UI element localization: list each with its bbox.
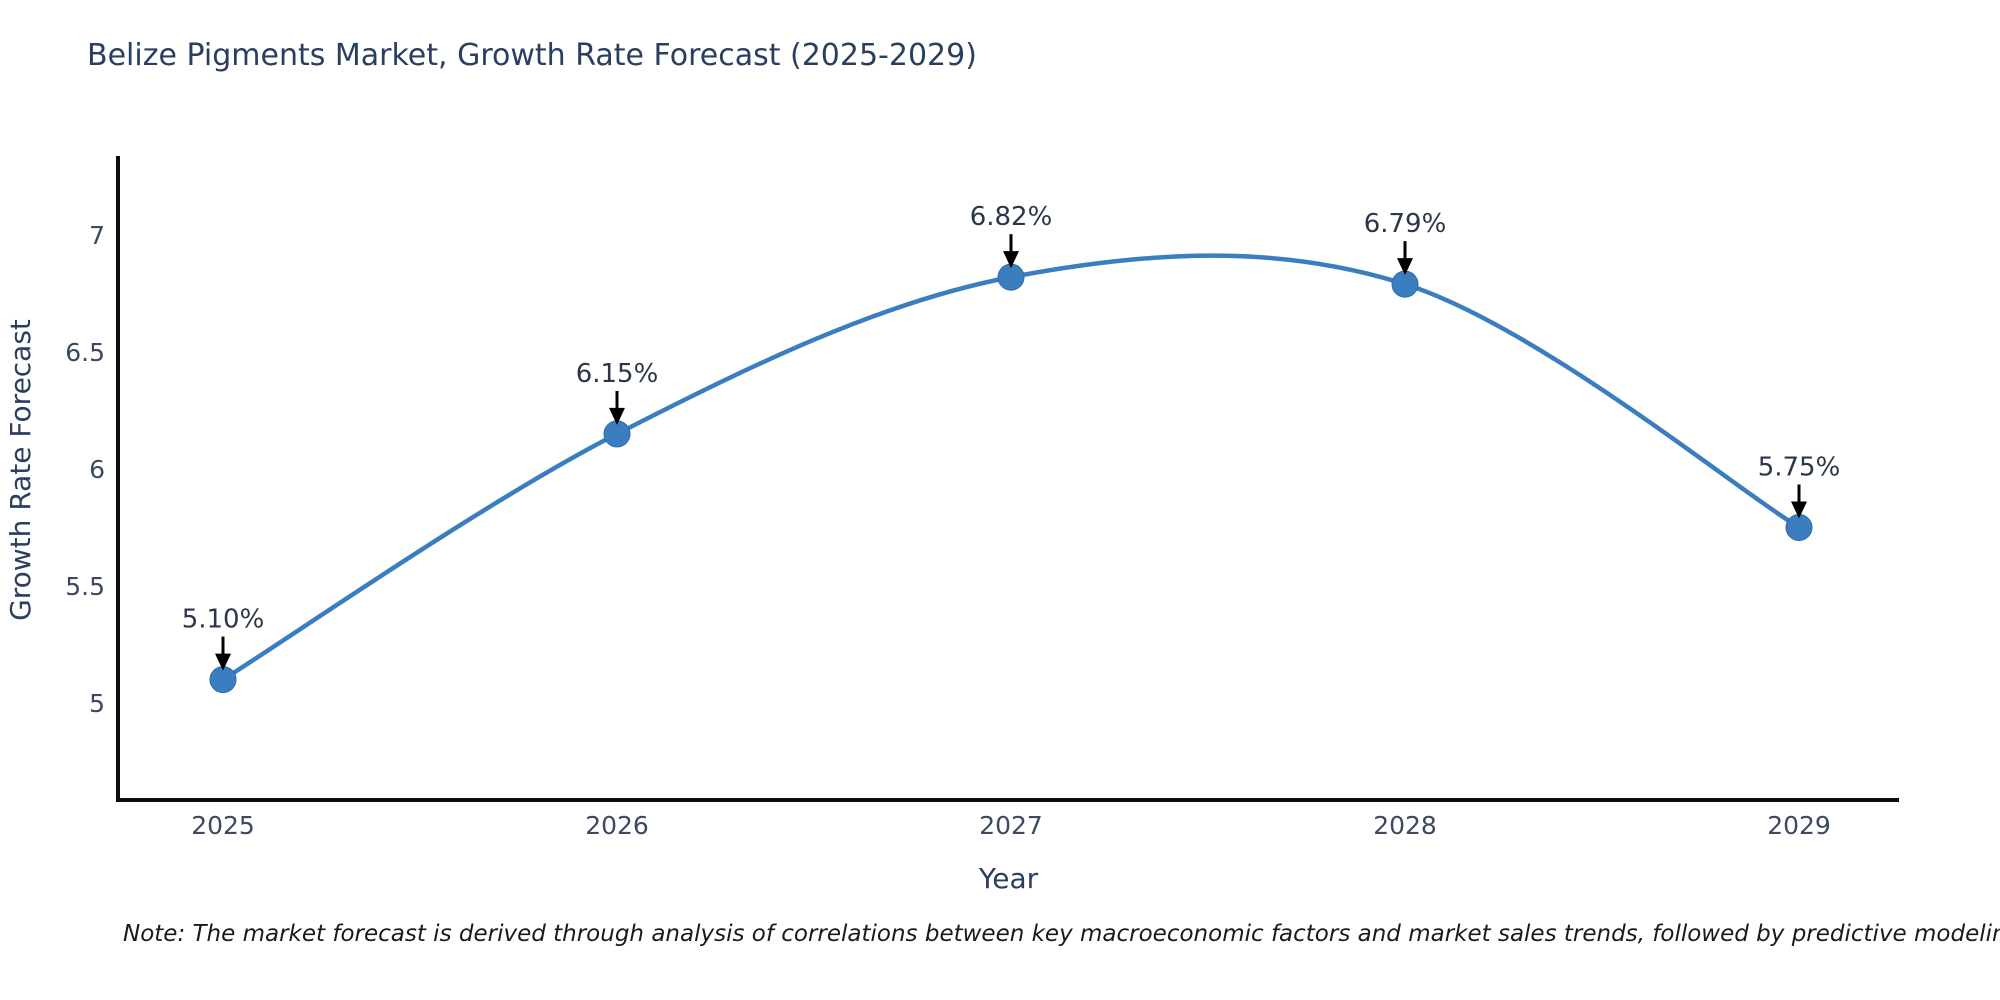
y-tick-label: 6: [89, 455, 105, 484]
chart-title: Belize Pigments Market, Growth Rate Fore…: [87, 38, 977, 73]
y-tick-label: 7: [89, 221, 105, 250]
data-point-label: 6.79%: [1364, 209, 1447, 239]
x-tick-label: 2025: [191, 811, 255, 840]
data-point-label: 6.15%: [576, 359, 659, 389]
annotation-arrow-head: [1397, 258, 1413, 276]
x-axis-title: Year: [978, 862, 1039, 895]
annotation-arrow-head: [1791, 501, 1807, 519]
footnote: Note: The market forecast is derived thr…: [123, 921, 2000, 947]
x-tick-label: 2026: [585, 811, 649, 840]
data-point-label: 5.10%: [182, 605, 265, 635]
trend-line: [220, 253, 1802, 682]
y-axis-title: Growth Rate Forecast: [4, 319, 37, 621]
y-tick-label: 5: [89, 689, 105, 718]
x-tick-label: 2027: [979, 811, 1043, 840]
data-point-label: 5.75%: [1758, 453, 1841, 483]
y-tick-label: 5.5: [65, 572, 105, 601]
y-tick-label: 6.5: [65, 338, 105, 367]
annotation-arrow-head: [1003, 251, 1019, 269]
data-point-label: 6.82%: [970, 202, 1053, 232]
x-tick-label: 2028: [1373, 811, 1437, 840]
annotation-arrow-head: [215, 653, 231, 671]
annotation-arrow-head: [609, 407, 625, 425]
x-tick-label: 2029: [1767, 811, 1831, 840]
